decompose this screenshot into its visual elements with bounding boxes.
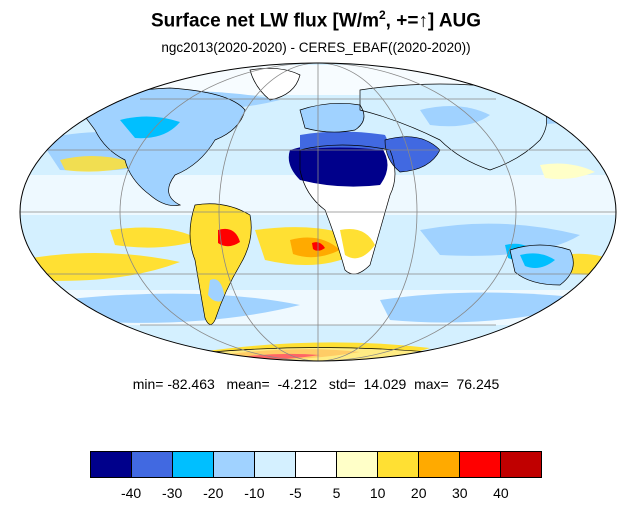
colorbar-label: -20	[203, 485, 224, 501]
asia-blue	[420, 106, 490, 127]
middle-east	[385, 136, 440, 172]
mean-label: mean=	[226, 376, 270, 392]
red-patch	[312, 242, 325, 251]
colorbar-label: 40	[493, 485, 509, 501]
south-america-blue	[208, 279, 225, 302]
statistics-line: min= -82.463 mean= -4.212 std= 14.029 ma…	[0, 376, 632, 392]
south-america-red	[218, 228, 240, 247]
title-superscript: 2	[378, 8, 386, 22]
colorbar-box	[501, 452, 541, 477]
warm-patch	[540, 163, 595, 180]
colorbar-label: -10	[244, 485, 265, 501]
std-value: 14.029	[363, 376, 407, 392]
light-blue-patch	[380, 292, 600, 323]
colorbar-box	[91, 452, 132, 477]
map-field	[20, 63, 616, 361]
colorbar-label: -30	[162, 485, 183, 501]
coastlines	[79, 68, 574, 356]
globe-outline	[19, 62, 617, 362]
light-blue-patch	[60, 293, 300, 323]
north-america	[80, 88, 245, 206]
africa-south-warm	[340, 229, 375, 259]
title-after-sup: , +=	[385, 10, 419, 32]
australia-cold	[520, 253, 555, 268]
colorbar-label: 30	[452, 485, 468, 501]
colorbar-box	[337, 452, 378, 477]
colorbar-box	[460, 452, 501, 477]
europe	[300, 103, 364, 133]
std-label: std=	[328, 376, 356, 392]
min-label: min=	[132, 376, 164, 392]
greenland	[250, 68, 300, 100]
title-main: Surface net LW flux [W/m	[150, 10, 379, 32]
sahara-dark-blue	[288, 142, 388, 187]
plot-title: Surface net LW flux [W/m2, +=↑] AUG	[0, 8, 632, 32]
warm-patch	[110, 227, 200, 248]
up-arrow-icon: ↑	[418, 10, 428, 32]
colorbar-box	[255, 452, 296, 477]
warm-patch	[60, 156, 140, 172]
colorbar-label: 10	[369, 485, 386, 501]
max-value: 76.245	[456, 376, 500, 392]
sahara-blue	[300, 131, 388, 150]
min-value: -82.463	[167, 376, 215, 392]
colorbar-label: -5	[289, 485, 302, 501]
colorbar-box	[419, 452, 460, 477]
colorbar-box	[132, 452, 173, 477]
colorbar-label: -40	[120, 485, 142, 501]
white-band	[20, 65, 616, 95]
colorbar-box	[378, 452, 419, 477]
north-america-cold	[120, 116, 180, 139]
mean-value: -4.212	[277, 376, 318, 392]
colorbar	[90, 451, 542, 478]
colorbar-label: 5	[332, 485, 341, 501]
colorbar-box	[173, 452, 214, 477]
asia	[360, 84, 547, 170]
colorbar-box	[214, 452, 255, 477]
colorbar-box	[296, 452, 337, 477]
title-tail: ] AUG	[427, 10, 482, 32]
colorbar-label: 20	[410, 485, 427, 501]
plot-subtitle: ngc2013(2020-2020) - CERES_EBAF((2020-20…	[161, 40, 471, 55]
max-label: max=	[414, 376, 449, 392]
